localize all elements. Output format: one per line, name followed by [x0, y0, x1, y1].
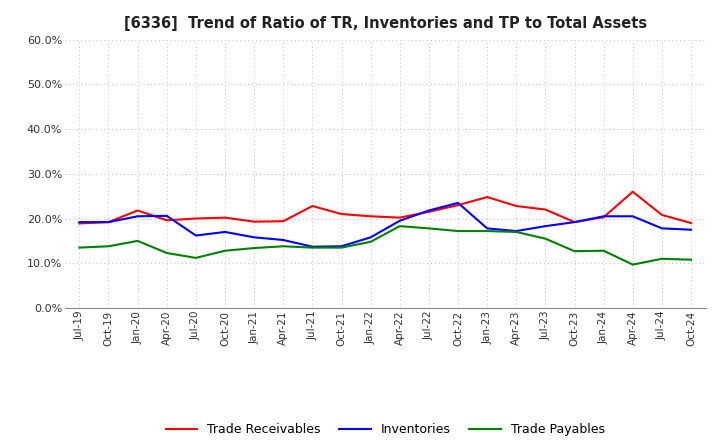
- Line: Inventories: Inventories: [79, 203, 691, 247]
- Inventories: [163, 213, 171, 219]
- Trade Receivables: [395, 215, 404, 220]
- Line: Trade Receivables: Trade Receivables: [79, 192, 691, 224]
- Trade Receivables: [308, 203, 317, 209]
- Trade Receivables: [192, 216, 200, 221]
- Inventories: [220, 229, 229, 235]
- Inventories: [75, 220, 84, 225]
- Inventories: [657, 226, 666, 231]
- Trade Receivables: [657, 213, 666, 218]
- Trade Receivables: [337, 211, 346, 216]
- Inventories: [337, 244, 346, 249]
- Trade Payables: [133, 238, 142, 244]
- Trade Payables: [75, 245, 84, 250]
- Trade Payables: [337, 245, 346, 250]
- Inventories: [366, 235, 375, 240]
- Inventories: [570, 220, 579, 225]
- Trade Payables: [687, 257, 696, 262]
- Inventories: [133, 214, 142, 219]
- Trade Payables: [366, 239, 375, 245]
- Trade Payables: [163, 250, 171, 256]
- Trade Receivables: [366, 214, 375, 219]
- Trade Payables: [104, 244, 113, 249]
- Inventories: [512, 228, 521, 234]
- Trade Receivables: [454, 202, 462, 208]
- Trade Payables: [250, 246, 258, 251]
- Trade Payables: [395, 224, 404, 229]
- Line: Trade Payables: Trade Payables: [79, 226, 691, 264]
- Trade Payables: [570, 249, 579, 254]
- Trade Receivables: [483, 194, 492, 200]
- Trade Receivables: [279, 219, 287, 224]
- Trade Receivables: [599, 215, 608, 220]
- Trade Receivables: [75, 221, 84, 226]
- Inventories: [454, 200, 462, 205]
- Inventories: [308, 244, 317, 249]
- Trade Payables: [541, 236, 550, 241]
- Inventories: [279, 237, 287, 242]
- Inventories: [483, 226, 492, 231]
- Trade Receivables: [512, 203, 521, 209]
- Trade Payables: [483, 228, 492, 234]
- Trade Receivables: [541, 207, 550, 212]
- Inventories: [425, 208, 433, 213]
- Inventories: [192, 233, 200, 238]
- Trade Receivables: [629, 189, 637, 194]
- Trade Receivables: [425, 209, 433, 214]
- Trade Payables: [629, 262, 637, 267]
- Trade Payables: [657, 256, 666, 261]
- Trade Payables: [454, 228, 462, 234]
- Trade Payables: [425, 226, 433, 231]
- Inventories: [541, 224, 550, 229]
- Trade Payables: [599, 248, 608, 253]
- Inventories: [599, 214, 608, 219]
- Inventories: [104, 220, 113, 225]
- Legend: Trade Receivables, Inventories, Trade Payables: Trade Receivables, Inventories, Trade Pa…: [161, 418, 610, 440]
- Trade Receivables: [570, 220, 579, 225]
- Trade Payables: [220, 248, 229, 253]
- Trade Payables: [192, 255, 200, 260]
- Inventories: [395, 218, 404, 224]
- Trade Receivables: [163, 218, 171, 223]
- Trade Payables: [512, 229, 521, 235]
- Inventories: [629, 214, 637, 219]
- Inventories: [250, 235, 258, 240]
- Title: [6336]  Trend of Ratio of TR, Inventories and TP to Total Assets: [6336] Trend of Ratio of TR, Inventories…: [124, 16, 647, 32]
- Inventories: [687, 227, 696, 232]
- Trade Receivables: [104, 220, 113, 225]
- Trade Receivables: [133, 208, 142, 213]
- Trade Receivables: [220, 215, 229, 220]
- Trade Receivables: [250, 219, 258, 224]
- Trade Payables: [308, 245, 317, 250]
- Trade Payables: [279, 244, 287, 249]
- Trade Receivables: [687, 220, 696, 226]
